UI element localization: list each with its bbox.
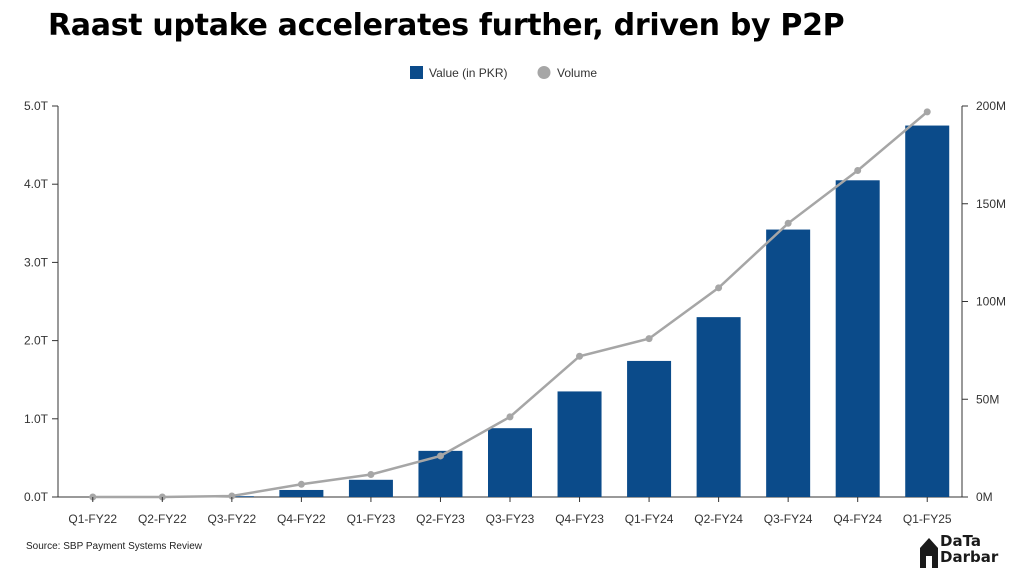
- bar-Q4-FY23: [557, 391, 602, 497]
- volume-point-Q1-FY25: [923, 108, 931, 116]
- x-tick-label: Q4-FY24: [833, 512, 882, 526]
- y-left-tick-label: 4.0T: [24, 177, 49, 191]
- legend-value-swatch: [410, 66, 423, 79]
- y-left-tick-label: 0.0T: [24, 490, 49, 504]
- volume-point-Q3-FY23: [506, 413, 514, 421]
- y-left-tick-label: 5.0T: [24, 99, 49, 113]
- x-tick-label: Q1-FY22: [68, 512, 117, 526]
- x-tick-label: Q4-FY23: [555, 512, 604, 526]
- y-right-tick-label: 50M: [976, 392, 999, 406]
- legend-volume-swatch: [537, 66, 551, 79]
- y-right-tick-label: 0M: [976, 490, 993, 504]
- legend: Value (in PKR) Volume: [410, 66, 597, 80]
- x-tick-label: Q2-FY24: [694, 512, 743, 526]
- volume-point-Q1-FY23: [367, 471, 375, 479]
- y-left-tick-label: 3.0T: [24, 255, 49, 269]
- bar-Q2-FY24: [696, 317, 741, 497]
- volume-point-Q2-FY24: [715, 284, 723, 292]
- x-tick-label: Q1-FY25: [903, 512, 952, 526]
- logo: DaTa Darbar: [918, 532, 1014, 570]
- x-tick-label: Q3-FY24: [764, 512, 813, 526]
- x-tick-label: Q1-FY24: [625, 512, 674, 526]
- volume-point-Q4-FY23: [576, 352, 584, 360]
- volume-point-Q4-FY24: [854, 167, 862, 175]
- bar-Q1-FY23: [348, 479, 393, 497]
- legend-volume-label: Volume: [557, 66, 597, 80]
- y-left-tick-label: 1.0T: [24, 412, 49, 426]
- chart-title: Raast uptake accelerates further, driven…: [48, 8, 845, 43]
- y-left-tick-label: 2.0T: [24, 334, 49, 348]
- volume-point-Q1-FY24: [645, 335, 653, 343]
- volume-point-Q3-FY24: [784, 219, 792, 227]
- bar-Q3-FY23: [488, 428, 532, 497]
- y-right-tick-label: 100M: [976, 295, 1006, 309]
- volume-point-Q2-FY23: [436, 452, 444, 460]
- x-tick-label: Q2-FY22: [138, 512, 187, 526]
- logo-line-1: DaTa: [940, 532, 981, 550]
- x-tick-label: Q1-FY23: [347, 512, 396, 526]
- bar-Q1-FY25: [905, 125, 950, 498]
- bar-Q4-FY22: [279, 489, 324, 497]
- x-tick-label: Q3-FY22: [208, 512, 257, 526]
- y-right-tick-label: 200M: [976, 99, 1006, 113]
- volume-line-group: [89, 108, 931, 501]
- volume-point-Q3-FY22: [228, 492, 236, 500]
- house-icon: [920, 538, 938, 568]
- bars-group: [209, 125, 950, 498]
- x-tick-labels: Q1-FY22 Q2-FY22 Q3-FY22 Q4-FY22 Q1-FY23 Q2-FY…: [68, 497, 952, 526]
- logo-line-2: Darbar: [940, 548, 999, 566]
- bar-Q4-FY24: [835, 180, 880, 498]
- x-tick-label: Q2-FY23: [416, 512, 465, 526]
- x-tick-label: Q4-FY22: [277, 512, 326, 526]
- volume-point-Q4-FY22: [297, 480, 305, 488]
- x-tick-label: Q3-FY23: [486, 512, 535, 526]
- y-right-tick-label: 150M: [976, 197, 1006, 211]
- bar-Q1-FY24: [627, 360, 672, 497]
- legend-value-label: Value (in PKR): [429, 66, 507, 80]
- bar-Q3-FY24: [766, 229, 811, 497]
- source-note: Source: SBP Payment Systems Review: [26, 541, 202, 552]
